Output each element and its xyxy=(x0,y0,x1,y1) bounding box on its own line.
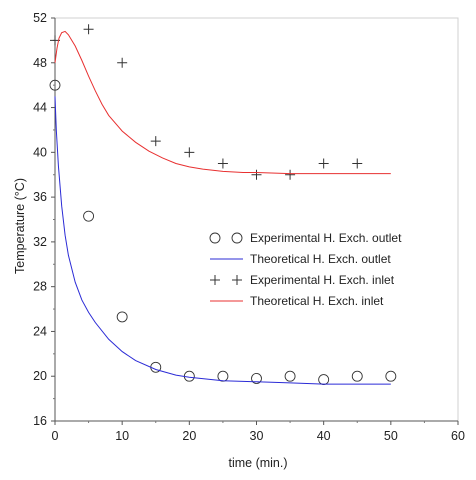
y-tick-label: 28 xyxy=(33,280,47,294)
data-point-plus xyxy=(117,57,128,68)
x-axis-label: time (min.) xyxy=(228,456,287,470)
y-tick-label: 52 xyxy=(33,11,47,25)
series-theoretical-h-exch-inlet xyxy=(54,30,391,175)
legend-label: Theoretical H. Exch. inlet xyxy=(250,294,384,308)
legend-item: Experimental H. Exch. inlet xyxy=(210,273,395,287)
x-tick-label: 30 xyxy=(250,429,264,443)
data-point-plus xyxy=(217,158,228,169)
data-point-plus xyxy=(150,136,161,147)
data-point-plus xyxy=(251,169,262,180)
y-axis-ticks: 16 20 24 28 32 36 40 44 48 52 xyxy=(33,11,55,428)
x-tick-label: 60 xyxy=(451,429,465,443)
legend-label: Experimental H. Exch. inlet xyxy=(250,273,395,287)
data-point-plus xyxy=(318,158,329,169)
data-point-circle xyxy=(217,370,229,382)
legend-swatch-plus xyxy=(232,275,242,285)
data-point-circle xyxy=(116,311,128,323)
plot-border xyxy=(54,17,459,422)
data-point-circle xyxy=(284,370,296,382)
data-point-circle xyxy=(351,370,363,382)
y-tick-label: 40 xyxy=(33,145,47,159)
data-point-circle xyxy=(83,210,95,222)
legend-swatch-plus xyxy=(210,275,220,285)
y-tick-label: 36 xyxy=(33,190,47,204)
y-tick-label: 44 xyxy=(33,101,47,115)
x-tick-label: 0 xyxy=(52,429,59,443)
legend-label: Theoretical H. Exch. outlet xyxy=(250,252,391,266)
data-point-plus xyxy=(83,24,94,35)
data-point-circle xyxy=(183,370,195,382)
x-tick-label: 20 xyxy=(182,429,196,443)
series-line xyxy=(54,30,391,175)
legend-swatch-circle xyxy=(209,232,221,244)
legend: Experimental H. Exch. outlet Theoretical … xyxy=(209,231,402,308)
data-point-circle xyxy=(318,374,330,386)
data-point-plus xyxy=(352,158,363,169)
series-layer xyxy=(49,24,397,386)
data-point-plus xyxy=(184,147,195,158)
legend-item: Experimental H. Exch. outlet xyxy=(209,231,402,245)
series-theoretical-h-exch-outlet xyxy=(54,96,391,385)
x-tick-label: 10 xyxy=(115,429,129,443)
data-point-circle xyxy=(49,79,61,91)
data-point-plus xyxy=(285,169,296,180)
y-tick-label: 24 xyxy=(33,324,47,338)
x-tick-label: 50 xyxy=(384,429,398,443)
plot-frame xyxy=(54,17,459,422)
legend-item: Theoretical H. Exch. outlet xyxy=(210,252,391,266)
legend-item: Theoretical H. Exch. inlet xyxy=(210,294,384,308)
x-axis-ticks: 0 10 20 30 40 50 60 xyxy=(52,421,465,443)
data-point-circle xyxy=(385,370,397,382)
y-tick-label: 20 xyxy=(33,369,47,383)
y-axis-label: Temperature (°C) xyxy=(13,178,27,274)
x-tick-label: 40 xyxy=(317,429,331,443)
y-tick-label: 32 xyxy=(33,235,47,249)
series-line xyxy=(54,96,391,385)
y-tick-label: 16 xyxy=(33,414,47,428)
legend-swatch-circle xyxy=(231,232,243,244)
data-point-circle xyxy=(251,373,262,384)
y-tick-label: 48 xyxy=(33,56,47,70)
series-experimental-h-exch-inlet xyxy=(50,24,363,180)
legend-label: Experimental H. Exch. outlet xyxy=(250,231,402,245)
